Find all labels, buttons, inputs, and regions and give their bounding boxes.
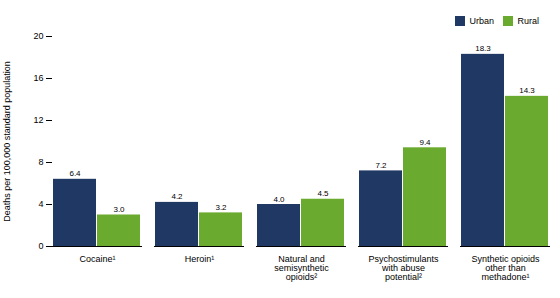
svg-text:Cocaine¹: Cocaine¹ xyxy=(79,254,115,264)
svg-text:8: 8 xyxy=(38,157,43,167)
svg-text:20: 20 xyxy=(33,31,43,41)
svg-text:4.2: 4.2 xyxy=(171,192,183,201)
svg-text:3.2: 3.2 xyxy=(215,203,227,212)
svg-text:4: 4 xyxy=(38,199,43,209)
svg-text:4.5: 4.5 xyxy=(317,189,329,198)
svg-text:Synthetic opioidsother thanmet: Synthetic opioidsother thanmethadone¹ xyxy=(471,254,540,282)
svg-text:3.0: 3.0 xyxy=(113,205,125,214)
svg-text:6.4: 6.4 xyxy=(69,169,81,178)
svg-text:Deaths per 100,000 standard po: Deaths per 100,000 standard population xyxy=(2,61,12,222)
html-text:Rural: Rural xyxy=(517,15,539,26)
svg-text:Heroin¹: Heroin¹ xyxy=(185,254,215,264)
svg-text:7.2: 7.2 xyxy=(375,161,387,170)
svg-text:16: 16 xyxy=(33,73,43,83)
svg-text:14.3: 14.3 xyxy=(519,86,535,95)
svg-text:18.3: 18.3 xyxy=(475,44,491,53)
svg-text:Psychostimulantswith abusepote: Psychostimulantswith abusepotential² xyxy=(368,254,439,282)
svg-text:4.0: 4.0 xyxy=(273,195,285,204)
html-text:Urban: Urban xyxy=(469,15,494,26)
svg-text:9.4: 9.4 xyxy=(419,138,431,147)
svg-text:0: 0 xyxy=(38,241,43,251)
svg-text:Natural andsemisyntheticopioid: Natural andsemisyntheticopioids² xyxy=(274,254,329,282)
svg-text:12: 12 xyxy=(33,115,43,125)
